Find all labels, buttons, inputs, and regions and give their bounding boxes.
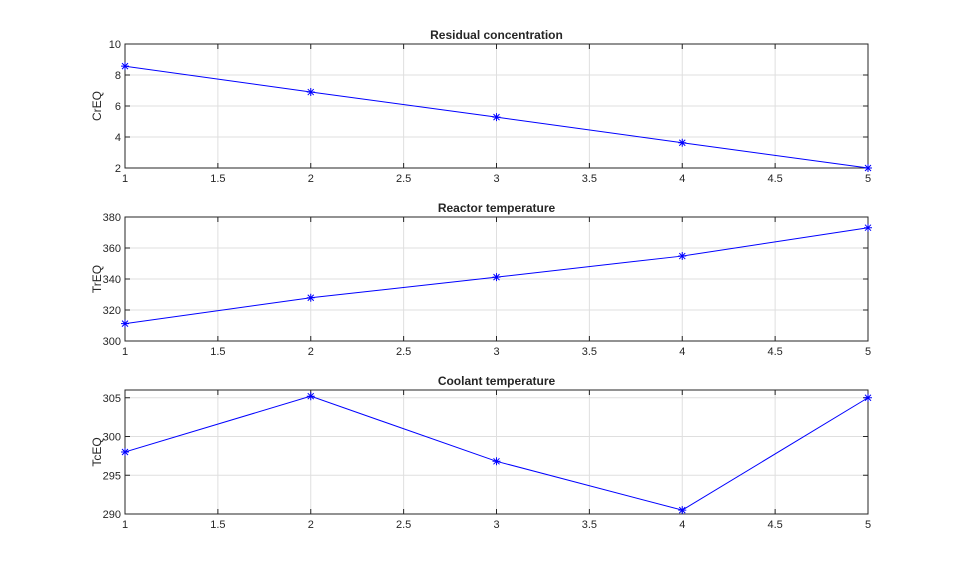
x-tick-label: 3 bbox=[493, 173, 499, 185]
y-tick-label: 4 bbox=[115, 132, 121, 144]
star-marker bbox=[864, 164, 872, 172]
y-tick-label: 300 bbox=[103, 336, 121, 348]
x-tick-label: 3 bbox=[493, 519, 499, 531]
x-tick-label: 1.5 bbox=[210, 346, 225, 358]
x-tick-label: 2.5 bbox=[396, 346, 411, 358]
x-tick-label: 5 bbox=[865, 519, 871, 531]
x-tick-label: 5 bbox=[865, 346, 871, 358]
x-tick-label: 2 bbox=[308, 519, 314, 531]
subplot-reactor-temperature: 1 1.5 2 2.5 3 3.5 4 4.5 5 300 320 340 360 380 Reactor … bbox=[90, 201, 872, 358]
x-tick-label: 3.5 bbox=[582, 346, 597, 358]
star-marker bbox=[492, 113, 501, 122]
star-marker bbox=[306, 392, 315, 401]
x-tick-label: 5 bbox=[865, 173, 871, 185]
data-point bbox=[306, 88, 315, 97]
star-marker bbox=[864, 223, 872, 232]
star-marker bbox=[492, 457, 501, 466]
x-tick-label: 3.5 bbox=[582, 519, 597, 531]
y-tick-label: 380 bbox=[103, 212, 121, 224]
star-marker bbox=[492, 273, 501, 282]
chart-title: Coolant temperature bbox=[438, 374, 556, 388]
star-marker bbox=[678, 506, 687, 515]
x-tick-label: 4.5 bbox=[767, 173, 782, 185]
x-tick-label: 2 bbox=[308, 173, 314, 185]
data-point bbox=[492, 273, 501, 282]
y-axis-label: TrEQ bbox=[90, 265, 104, 293]
data-point bbox=[492, 457, 501, 466]
x-tick-label: 4 bbox=[679, 173, 685, 185]
chart-title: Residual concentration bbox=[430, 28, 563, 42]
subplot-coolant-temperature: 1 1.5 2 2.5 3 3.5 4 4.5 5 290 295 300 305 Coolant tem… bbox=[90, 374, 872, 531]
data-point bbox=[678, 252, 687, 261]
axes-box bbox=[124, 43, 869, 169]
x-tick-label: 1.5 bbox=[210, 173, 225, 185]
y-tick-label: 300 bbox=[103, 432, 121, 444]
star-marker bbox=[121, 62, 129, 71]
x-tick-label: 1 bbox=[122, 173, 128, 185]
x-tick-label: 4.5 bbox=[767, 519, 782, 531]
y-tick-label: 10 bbox=[109, 39, 121, 51]
star-marker bbox=[306, 293, 315, 302]
chart-title: Reactor temperature bbox=[438, 201, 556, 215]
star-marker bbox=[678, 138, 687, 147]
data-point bbox=[864, 223, 872, 232]
data-point bbox=[121, 448, 129, 456]
y-tick-label: 6 bbox=[115, 101, 121, 113]
data-point bbox=[864, 393, 872, 402]
y-tick-label: 360 bbox=[103, 243, 121, 255]
data-point bbox=[678, 506, 687, 515]
star-marker bbox=[306, 88, 315, 97]
x-tick-label: 3.5 bbox=[582, 173, 597, 185]
x-tick-label: 2.5 bbox=[396, 519, 411, 531]
x-tick-label: 1.5 bbox=[210, 519, 225, 531]
y-tick-label: 8 bbox=[115, 70, 121, 82]
data-point bbox=[121, 319, 129, 328]
axes-box bbox=[124, 216, 869, 342]
data-point bbox=[492, 113, 501, 122]
star-marker bbox=[121, 319, 129, 328]
subplot-residual-concentration: 1 1.5 2 2.5 3 3.5 4 4.5 5 2 4 6 8 10 Residual concentr… bbox=[90, 28, 872, 185]
data-point bbox=[306, 293, 315, 302]
y-tick-label: 290 bbox=[103, 509, 121, 521]
y-tick-label: 295 bbox=[103, 470, 121, 482]
x-tick-label: 4.5 bbox=[767, 346, 782, 358]
data-point bbox=[121, 62, 129, 71]
x-tick-label: 1 bbox=[122, 346, 128, 358]
x-tick-label: 1 bbox=[122, 519, 128, 531]
y-tick-label: 320 bbox=[103, 305, 121, 317]
x-tick-label: 2.5 bbox=[396, 173, 411, 185]
y-tick-label: 2 bbox=[115, 163, 121, 175]
y-axis-label: TcEQ bbox=[90, 437, 104, 466]
data-point bbox=[306, 392, 315, 401]
x-tick-label: 2 bbox=[308, 346, 314, 358]
star-marker bbox=[864, 393, 872, 402]
star-marker bbox=[678, 252, 687, 261]
x-tick-label: 4 bbox=[679, 519, 685, 531]
data-point bbox=[678, 138, 687, 147]
star-marker bbox=[121, 448, 129, 456]
y-tick-label: 340 bbox=[103, 274, 121, 286]
x-tick-label: 4 bbox=[679, 346, 685, 358]
y-axis-label: CrEQ bbox=[90, 91, 104, 121]
x-tick-label: 3 bbox=[493, 346, 499, 358]
y-tick-label: 305 bbox=[103, 393, 121, 405]
data-point bbox=[864, 164, 872, 172]
